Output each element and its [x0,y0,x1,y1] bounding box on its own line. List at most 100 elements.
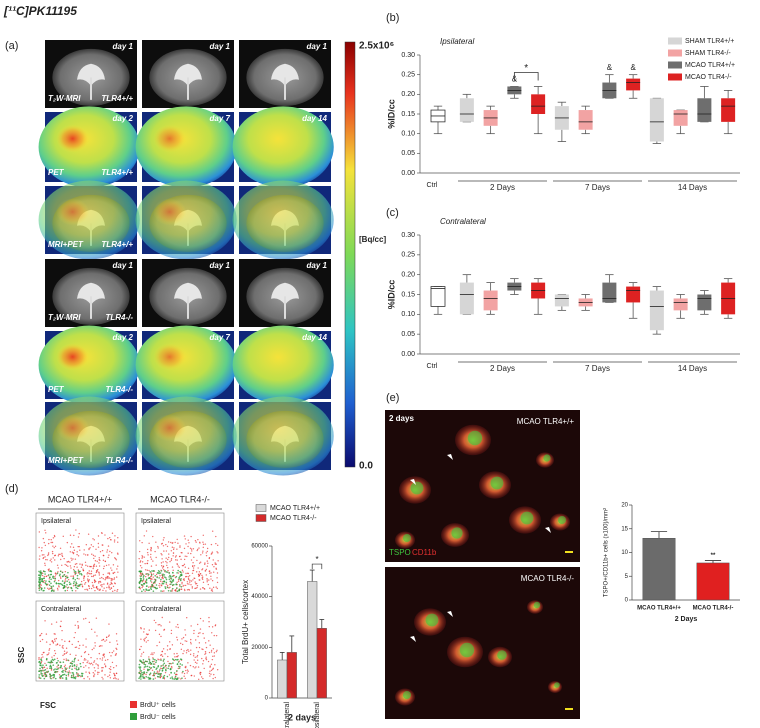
box [673,109,688,135]
scatter-dot [53,669,55,671]
scatter-dot [104,534,106,536]
scatter-dot [171,575,174,578]
scatter-dot [210,669,213,672]
y-tick-label: 0.25 [401,72,415,79]
scatter-dot [45,675,48,677]
tspo-signal [451,527,463,539]
figure-title: [¹¹C]PK11195 [3,4,77,18]
scatter-dot [157,624,159,626]
pet-hotspot [153,124,187,153]
scatter-dot [163,658,165,661]
scatter-dot [169,560,171,563]
scatter-dot [183,579,185,582]
scatter-dot [64,653,66,655]
chart-title: Contralateral [440,217,486,226]
scatter-dot [212,571,215,573]
scatter-dot [47,661,50,664]
scatter-dot [56,657,59,660]
scatter-dot [101,639,103,642]
scatter-dot [202,543,205,546]
scatter-dot [184,589,186,592]
scatter-dot [38,570,40,573]
scatter-dot [97,535,100,537]
day-label: day 14 [302,114,327,123]
scatter-dot [88,547,90,550]
scatter-dot [45,641,48,643]
scatter-dot [158,582,161,585]
scatter-dot [74,676,77,678]
scatter-dot [199,671,202,674]
scatter-dot [69,561,71,563]
scatter-dot [65,676,68,679]
scatter-dot [86,589,89,591]
scatter-dot [57,579,60,582]
scatter-dot [194,583,197,585]
scatter-dot [170,663,172,665]
scatter-dot [161,558,163,560]
scatter-dot [161,670,164,672]
scatter-dot [152,674,154,677]
scatter-dot [146,562,149,565]
scatter-dot [210,649,213,652]
scatter-dot [94,631,96,633]
scatter-dot [161,650,163,653]
scatter-dot [211,588,213,590]
scatter-dot [49,570,51,573]
scatter-dot [60,664,62,667]
scatter-dot [215,567,217,569]
scatter-dot [143,672,146,674]
scatter-dot [50,573,53,576]
scatter-dot [50,561,53,563]
scatter-dot [202,660,205,662]
scatter-dot [113,539,116,541]
scatter-dot [216,551,218,553]
scatter-dot [60,558,62,561]
scatter-dot [148,569,150,572]
scatter-dot [65,564,68,567]
scatter-dot [54,668,56,670]
scatter-dot [197,538,199,541]
scatter-dot [75,646,78,648]
scatter-dot [157,672,159,674]
scatter-dot [107,537,109,540]
pet-hotspot [56,343,90,371]
scatter-dot [139,673,142,675]
scatter-dot [50,669,53,671]
scatter-dot [78,647,80,650]
scatter-dot [151,570,153,572]
scatter-dot [103,565,105,568]
scatter-dot [107,572,109,574]
scatter-dot [66,541,69,544]
scatter-dot [117,536,119,539]
scatter-dot [43,669,45,672]
scatter-dot [204,570,206,572]
scatter-dot [192,579,194,581]
scatter-dot [167,567,169,569]
scatter-dot [201,648,203,650]
scatter-dot [100,532,103,534]
scatter-dot [92,585,94,587]
scatter-dot [72,673,75,676]
scatter-dot [54,652,57,655]
scatter-dot [153,619,156,622]
scatter-dot [161,577,163,579]
scatter-dot [190,625,192,627]
scatter-dot [38,661,40,663]
scatter-dot [114,677,116,679]
scatter-dot [167,660,169,663]
scatter-dot [71,660,74,663]
scatter-dot [76,668,78,671]
scatter-dot [92,567,94,570]
scatter-dot [139,648,141,651]
scatter-dot [150,577,152,580]
image-tile [135,325,237,405]
x-tick-label: Ctrl [427,182,438,189]
scatter-dot [38,676,40,678]
scatter-dot [76,566,78,568]
genotype-label: TLR4+/+ [101,94,133,103]
scatter-dot [79,549,81,551]
scatter-dot [79,583,82,586]
scatter-dot [186,583,189,585]
y-tick-label: 20 [621,503,628,509]
scatter-dot [95,565,98,567]
